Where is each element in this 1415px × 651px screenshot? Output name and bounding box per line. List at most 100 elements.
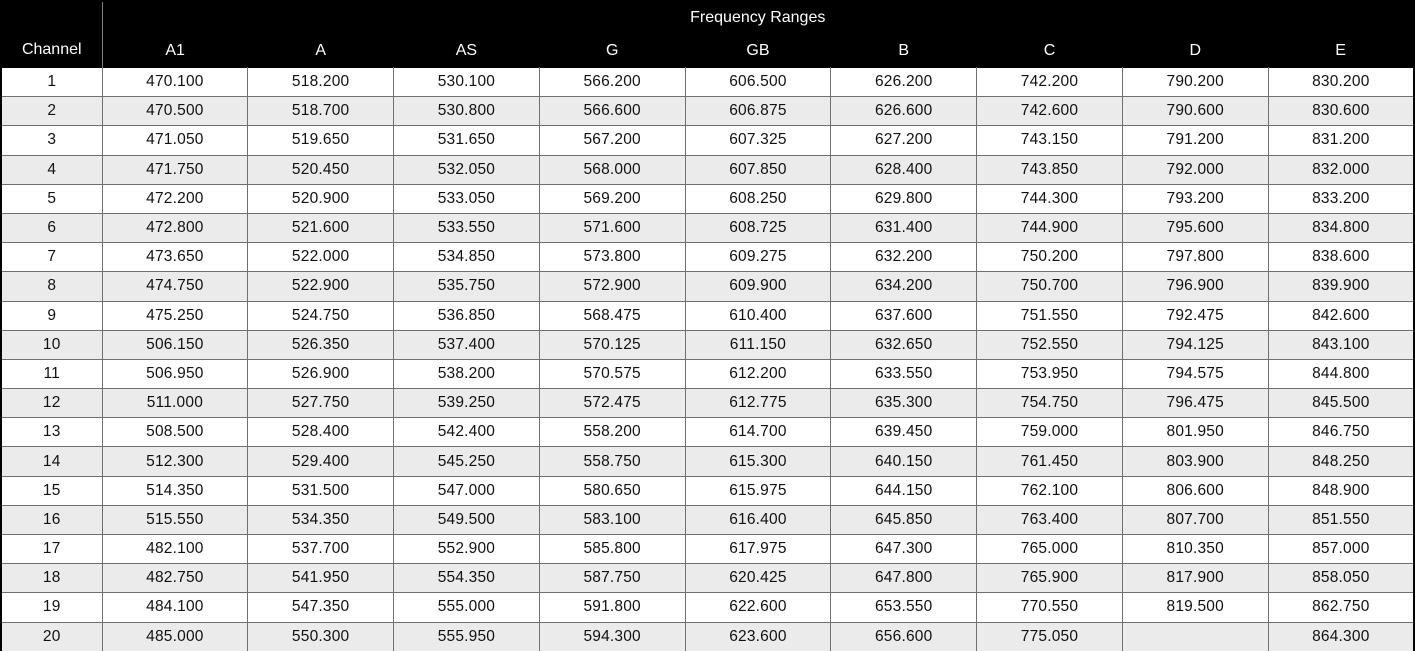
frequency-cell: 653.550 [830,592,978,623]
channel-cell: 14 [0,446,103,477]
frequency-cell: 607.850 [684,154,832,185]
frequency-cell: 797.800 [1121,242,1269,273]
frequency-cell: 587.750 [538,563,686,594]
frequency-cell: 744.300 [976,183,1123,214]
table-row: 18 482.750 541.950 554.350 587.750 620.425 647… [0,563,1415,594]
frequency-cell: 759.000 [976,417,1123,448]
frequency-cell: 538.200 [393,358,540,390]
frequency-cell: 570.125 [538,329,686,360]
frequency-cell: 843.100 [1267,329,1415,360]
frequency-cell: 594.300 [538,621,686,651]
frequency-cell: 819.500 [1121,592,1269,623]
table-row: 7 473.650 522.000 534.850 573.800 609.275 632.… [0,242,1415,273]
frequency-cell: 610.400 [684,300,832,331]
frequency-cell: 526.350 [247,329,395,360]
title-row: Channel Frequency Ranges [1,1,1414,68]
frequency-cell: 631.400 [830,212,978,244]
channel-cell: 12 [0,388,103,419]
frequency-cell: 743.150 [976,125,1123,156]
table-row: 17 482.100 537.700 552.900 585.800 617.975 647… [0,533,1415,565]
table-row: 14 512.300 529.400 545.250 558.750 615.300 640… [0,446,1415,477]
frequency-cell: 518.200 [247,66,395,98]
frequency-cell: 572.900 [538,271,686,302]
frequency-cell: 848.250 [1267,446,1415,477]
frequency-cell: 743.850 [976,154,1123,185]
frequency-cell: 612.200 [684,358,832,390]
table-row: 15 514.350 531.500 547.000 580.650 615.975 644… [0,475,1415,506]
frequency-cell: 858.050 [1267,563,1415,594]
frequency-cell: 537.700 [247,533,395,565]
table-row: 13 508.500 528.400 542.400 558.200 614.700 639… [0,417,1415,448]
frequency-cell: 633.550 [830,358,978,390]
frequency-cell: 484.100 [101,592,249,623]
frequency-cell: 522.900 [247,271,395,302]
frequency-cell: 864.300 [1267,621,1415,651]
table-row: 12 511.000 527.750 539.250 572.475 612.775 635… [0,388,1415,419]
frequency-cell: 520.900 [247,183,395,214]
frequency-cell: 762.100 [976,475,1123,506]
frequency-cell: 845.500 [1267,388,1415,419]
channel-cell: 3 [0,125,103,156]
frequency-cell: 506.150 [101,329,249,360]
frequency-cell: 482.750 [101,563,249,594]
table-header: Channel Frequency Ranges A1 A AS G GB B C D E [1,1,1414,68]
frequency-cell: 632.200 [830,242,978,273]
frequency-cell: 485.000 [101,621,249,651]
frequency-cell: 533.550 [393,212,540,244]
frequency-cell: 609.900 [684,271,832,302]
table-row: 5 472.200 520.900 533.050 569.200 608.250 629.… [0,183,1415,214]
table-title: Frequency Ranges [102,1,1414,34]
frequency-cell: 744.900 [976,212,1123,244]
column-header-c: C [976,34,1123,68]
frequency-cell: 753.950 [976,358,1123,390]
frequency-cell: 833.200 [1267,183,1415,214]
frequency-cell: 528.400 [247,417,395,448]
frequency-cell: 796.900 [1121,271,1269,302]
channel-cell: 19 [0,592,103,623]
frequency-cell: 817.900 [1121,563,1269,594]
frequency-cell: 531.650 [393,125,540,156]
frequency-cell: 793.200 [1121,183,1269,214]
frequency-cell: 568.000 [538,154,686,185]
frequency-cell: 615.975 [684,475,832,506]
frequency-cell: 482.100 [101,533,249,565]
channel-cell: 9 [0,300,103,331]
frequency-cell: 803.900 [1121,446,1269,477]
frequency-cell: 515.550 [101,504,249,536]
frequency-cell: 568.475 [538,300,686,331]
frequency-cell: 857.000 [1267,533,1415,565]
frequency-cell: 656.600 [830,621,978,651]
table-row: 4 471.750 520.450 532.050 568.000 607.850 628.… [0,154,1415,185]
frequency-cell: 611.150 [684,329,832,360]
frequency-cell: 535.750 [393,271,540,302]
frequency-cell: 520.450 [247,154,395,185]
channel-cell: 5 [0,183,103,214]
frequency-cell: 830.600 [1267,96,1415,127]
frequency-cell: 547.000 [393,475,540,506]
frequency-cell: 558.750 [538,446,686,477]
frequency-cell: 806.600 [1121,475,1269,506]
frequency-cell: 750.700 [976,271,1123,302]
frequency-cell: 606.875 [684,96,832,127]
frequency-cell: 637.600 [830,300,978,331]
frequency-cell: 570.575 [538,358,686,390]
frequency-cell: 566.200 [538,66,686,98]
frequency-cell: 848.900 [1267,475,1415,506]
table-row: 1 470.100 518.200 530.100 566.200 606.500 626.… [0,66,1415,98]
frequency-cell: 775.050 [976,621,1123,651]
channel-cell: 10 [0,329,103,360]
frequency-cell: 529.400 [247,446,395,477]
frequency-cell: 790.200 [1121,66,1269,98]
frequency-cell: 810.350 [1121,533,1269,565]
frequency-cell: 541.950 [247,563,395,594]
frequency-cell: 796.475 [1121,388,1269,419]
frequency-cell: 763.400 [976,504,1123,536]
frequency-cell: 607.325 [684,125,832,156]
table-row: 3 471.050 519.650 531.650 567.200 607.325 627.… [0,125,1415,156]
frequency-cell: 532.050 [393,154,540,185]
frequency-cell: 622.600 [684,592,832,623]
frequency-cell: 555.000 [393,592,540,623]
frequency-cell: 742.200 [976,66,1123,98]
frequency-cell: 506.950 [101,358,249,390]
frequency-cell: 647.800 [830,563,978,594]
